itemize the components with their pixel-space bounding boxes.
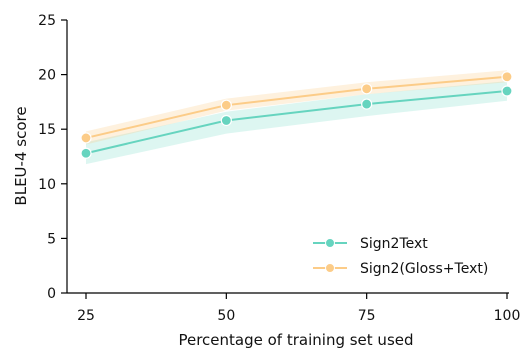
y-ticks: 0 5 10 15 20 25 xyxy=(38,13,67,302)
legend-label-sign2text: Sign2Text xyxy=(360,236,428,252)
series-0-band xyxy=(86,81,507,165)
x-tick-label: 50 xyxy=(217,308,235,324)
series-1-point xyxy=(501,71,513,83)
legend-label-sign2glosstext: Sign2(Gloss+Text) xyxy=(360,261,488,277)
y-tick-label: 5 xyxy=(47,231,56,247)
legend-swatch-sign2text-marker xyxy=(325,238,335,248)
series-layer xyxy=(80,71,513,159)
legend-swatch-sign2glosstext-marker xyxy=(325,263,335,273)
y-tick-label: 25 xyxy=(38,13,56,29)
x-tick-label: 25 xyxy=(77,308,95,324)
legend-item-sign2glosstext: Sign2(Gloss+Text) xyxy=(313,261,488,277)
x-tick-label: 100 xyxy=(494,308,521,324)
y-tick-label: 10 xyxy=(38,177,56,193)
series-1-line xyxy=(85,75,508,139)
series-0-line xyxy=(85,89,508,155)
legend: Sign2Text Sign2(Gloss+Text) xyxy=(313,236,488,277)
y-tick-label: 0 xyxy=(47,286,56,302)
series-1-point xyxy=(80,132,92,144)
x-tick-label: 75 xyxy=(358,308,376,324)
series-1-band xyxy=(86,70,507,145)
y-tick-label: 15 xyxy=(38,122,56,138)
series-0-point xyxy=(501,85,513,97)
series-1-point xyxy=(220,99,232,111)
series-0-point xyxy=(80,147,92,159)
x-ticks: 25 50 75 100 xyxy=(77,293,520,324)
legend-item-sign2text: Sign2Text xyxy=(313,236,428,252)
y-tick-label: 20 xyxy=(38,68,56,84)
bands-layer xyxy=(86,70,507,165)
series-0-point xyxy=(220,114,232,127)
x-axis-title: Percentage of training set used xyxy=(178,331,413,349)
series-0-point xyxy=(361,98,373,110)
y-axis-title: BLEU-4 score xyxy=(12,106,30,205)
series-1-point xyxy=(361,83,373,95)
